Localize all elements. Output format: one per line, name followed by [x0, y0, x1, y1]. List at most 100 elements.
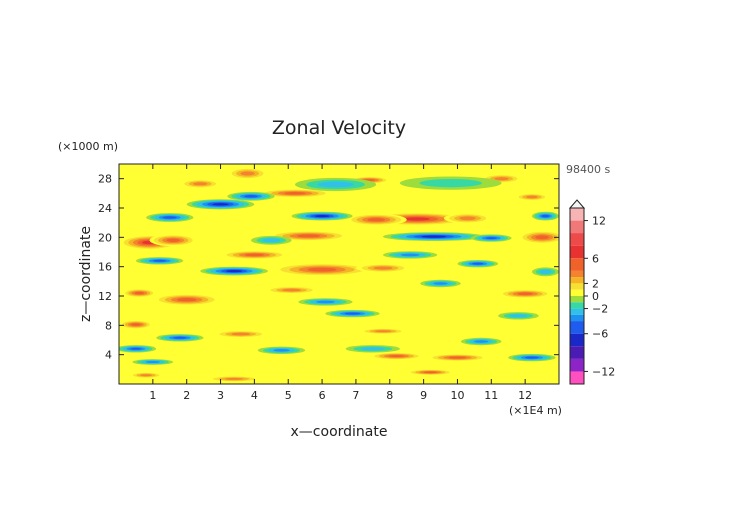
x-axis: 1 2 3 4 5 6 7 8 9 10 11 12	[149, 164, 532, 402]
velocity-cell	[406, 369, 455, 376]
velocity-cell	[119, 320, 153, 329]
x-tick-label: 11	[484, 389, 498, 402]
colorbar-level	[570, 233, 584, 246]
velocity-contour	[225, 270, 243, 273]
velocity-contour	[173, 336, 187, 339]
colorbar-level	[570, 283, 584, 290]
velocity-cell	[295, 177, 377, 192]
velocity-cell	[420, 279, 461, 288]
velocity-contour	[224, 377, 244, 380]
velocity-contour	[231, 332, 251, 336]
velocity-cell	[213, 330, 268, 338]
velocity-contour	[423, 371, 438, 374]
velocity-cell	[518, 230, 559, 244]
x-tick-label: 5	[285, 389, 292, 402]
y-tick-label: 28	[98, 173, 112, 186]
velocity-cell	[264, 286, 319, 294]
colorbar-level	[570, 245, 584, 259]
velocity-contour	[526, 195, 538, 199]
chart-title: Zonal Velocity	[272, 117, 406, 139]
velocity-cell	[119, 345, 157, 353]
x-tick-label: 12	[518, 389, 532, 402]
velocity-cell	[369, 352, 424, 360]
x-unit-label: (×1E4 m)	[509, 404, 562, 417]
colorbar-level	[570, 220, 584, 234]
velocity-cell	[471, 234, 512, 242]
velocity-contour	[145, 361, 160, 363]
velocity-cell	[132, 359, 174, 365]
colorbar-level	[570, 321, 584, 334]
velocity-cell	[298, 298, 353, 306]
colorbar-tick-label: −2	[592, 303, 608, 316]
velocity-contour	[244, 195, 258, 198]
velocity-contour	[140, 374, 153, 377]
velocity-contour	[177, 298, 197, 302]
velocity-cell	[355, 263, 411, 273]
y-tick-label: 16	[98, 261, 112, 274]
plot-area	[118, 163, 560, 385]
y-tick-label: 8	[105, 319, 112, 332]
y-tick-label: 24	[98, 202, 112, 215]
velocity-contour	[509, 314, 528, 318]
velocity-contour	[539, 269, 552, 274]
colorbar-tick-label: −6	[592, 328, 608, 341]
y-unit-label: (×1000 m)	[58, 140, 118, 153]
velocity-cell	[207, 376, 262, 382]
velocity-contour	[166, 238, 180, 242]
colorbar-tick-label: 6	[592, 252, 599, 265]
velocity-contour	[244, 253, 265, 257]
velocity-contour	[152, 259, 167, 262]
velocity-contour	[296, 234, 321, 238]
velocity-contour	[131, 323, 141, 326]
velocity-cell	[122, 288, 157, 298]
velocity-cell	[508, 353, 556, 362]
velocity-contour	[316, 300, 335, 304]
velocity-contour	[535, 235, 549, 240]
colorbar-tick-label: −12	[592, 365, 615, 378]
colorbar-level	[570, 314, 584, 322]
velocity-cell	[129, 372, 164, 379]
colorbar-level	[570, 208, 584, 221]
velocity-cell	[383, 232, 485, 242]
velocity-cell	[383, 251, 438, 259]
colorbar-extend-arrow	[568, 199, 586, 209]
colorbar-level	[570, 270, 584, 278]
velocity-cell	[250, 235, 292, 245]
y-axis: 4 8 12 16 20 24 28	[98, 173, 559, 362]
velocity-contour	[525, 356, 539, 359]
velocity-cell	[291, 211, 353, 221]
velocity-cell	[457, 260, 499, 268]
velocity-cell	[227, 191, 275, 201]
x-tick-label: 10	[450, 389, 464, 402]
velocity-cell	[227, 167, 268, 180]
velocity-cell	[498, 312, 539, 320]
velocity-contour	[459, 216, 476, 221]
colorbar-level	[570, 277, 584, 284]
velocity-contour	[472, 262, 484, 265]
velocity-contour	[485, 237, 498, 240]
velocity-cell	[345, 213, 407, 226]
x-tick-label: 1	[149, 389, 156, 402]
x-axis-label: x—coordinate	[291, 424, 388, 440]
colorbar-level	[570, 371, 584, 384]
velocity-contour	[474, 340, 489, 343]
velocity-cell	[399, 176, 502, 190]
colorbar-level	[570, 289, 584, 296]
velocity-cell	[146, 213, 194, 222]
velocity-contour	[163, 216, 177, 219]
velocity-contour	[419, 179, 482, 188]
x-tick-label: 7	[352, 389, 359, 402]
velocity-contour	[494, 177, 509, 181]
x-tick-label: 2	[183, 389, 190, 402]
velocity-cell	[345, 345, 400, 353]
velocity-cell	[257, 346, 306, 354]
velocity-contour	[367, 218, 385, 222]
velocity-cell	[359, 328, 407, 335]
velocity-contour	[317, 181, 354, 188]
velocity-contour	[212, 203, 229, 206]
velocity-contour	[541, 214, 550, 218]
velocity-cell	[179, 179, 221, 189]
plot-frame	[118, 163, 560, 385]
x-tick-label: 6	[319, 389, 326, 402]
